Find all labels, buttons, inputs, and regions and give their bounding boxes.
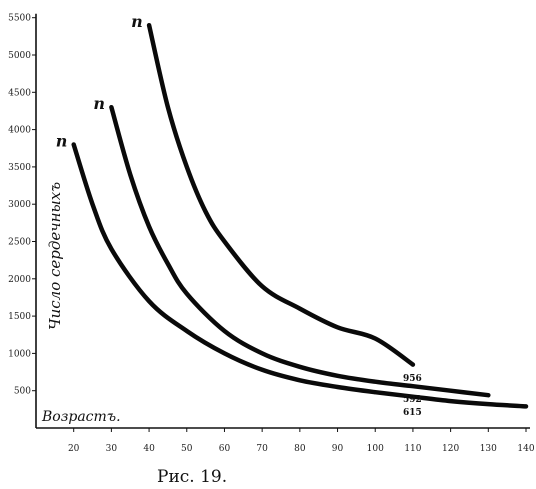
x-tick-label: 90	[332, 444, 344, 454]
curve-start-label: n	[56, 132, 68, 151]
figure-caption: Рис. 19.	[157, 467, 227, 487]
x-tick-label: 120	[442, 444, 459, 454]
y-tick-label: 5000	[8, 51, 31, 61]
x-tick-label: 130	[480, 444, 497, 454]
x-tick-label: 140	[517, 444, 534, 454]
curve-end-label: 956	[403, 374, 422, 384]
y-tick-label: 500	[14, 387, 31, 397]
y-tick-label: 4000	[8, 126, 31, 136]
curve-start-labels: n n n	[56, 12, 143, 150]
x-tick-label: 110	[404, 444, 421, 454]
curve-start-label: n	[93, 94, 105, 113]
x-tick-label: 40	[143, 444, 155, 454]
y-tick-label: 1500	[8, 312, 31, 322]
x-tick-label: 20	[68, 444, 80, 454]
x-axis-label: Возрастъ.	[41, 409, 121, 425]
x-tick-label: 100	[367, 444, 384, 454]
curves	[71, 22, 529, 409]
y-tick-label: 2500	[8, 238, 31, 248]
curve-line	[146, 22, 416, 367]
y-tick-label: 1000	[8, 349, 31, 359]
y-tick-label: 3500	[8, 163, 31, 173]
y-axis-label: Число сердечныхъ	[46, 182, 64, 330]
x-tick-label: 30	[106, 444, 118, 454]
x-tick-label: 70	[256, 444, 268, 454]
y-tick-label: 4500	[8, 88, 31, 98]
y-tick-label: 5500	[8, 14, 31, 24]
curve-line	[109, 104, 491, 398]
curve-start-label: n	[131, 12, 143, 31]
x-axis-ticks: 20 30 40 50 60 70 80 90 100 110 120 130 140	[68, 428, 535, 454]
curve-end-label: 615	[403, 408, 422, 418]
y-tick-label: 3000	[8, 200, 31, 210]
x-tick-label: 50	[181, 444, 193, 454]
curve-end-label: 592	[403, 395, 422, 405]
y-axis-ticks: 500 1000 1500 2000 2500 3000 3500 4000 4500 5000 5…	[8, 14, 36, 397]
x-tick-label: 80	[294, 444, 306, 454]
curve-end-labels: 615 592 956	[403, 374, 422, 418]
x-tick-label: 60	[219, 444, 231, 454]
curve-line	[71, 142, 529, 409]
y-tick-label: 2000	[8, 275, 31, 285]
